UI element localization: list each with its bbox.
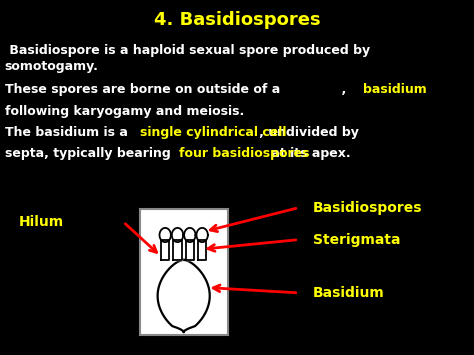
Text: The basidium is a                              , undivided by: The basidium is a , undivided by [5, 126, 359, 139]
Text: septa, typically bearing                       at its apex.: septa, typically bearing at its apex. [5, 147, 350, 160]
Polygon shape [161, 240, 169, 260]
Text: following karyogamy and meiosis.: following karyogamy and meiosis. [5, 105, 244, 118]
Polygon shape [184, 228, 195, 242]
Text: Basidiospore is a haploid sexual spore produced by
somotogamy.: Basidiospore is a haploid sexual spore p… [5, 44, 370, 73]
Text: four basidiospores: four basidiospores [179, 147, 310, 160]
Polygon shape [197, 228, 208, 242]
Text: Basidiospores: Basidiospores [313, 201, 422, 215]
Text: basidium: basidium [363, 83, 427, 97]
Text: Hilum: Hilum [19, 215, 64, 229]
Text: These spores are borne on outside of a              ,: These spores are borne on outside of a , [5, 83, 346, 97]
Text: 4. Basidiospores: 4. Basidiospores [154, 11, 320, 29]
Polygon shape [173, 240, 182, 260]
Polygon shape [172, 228, 183, 242]
Polygon shape [160, 228, 171, 242]
Text: single cylindrical cell: single cylindrical cell [140, 126, 286, 139]
Polygon shape [198, 240, 206, 260]
Polygon shape [158, 260, 210, 332]
Polygon shape [185, 240, 194, 260]
Bar [140, 209, 228, 335]
Text: Sterigmata: Sterigmata [313, 233, 401, 247]
Text: Basidium: Basidium [313, 286, 384, 300]
